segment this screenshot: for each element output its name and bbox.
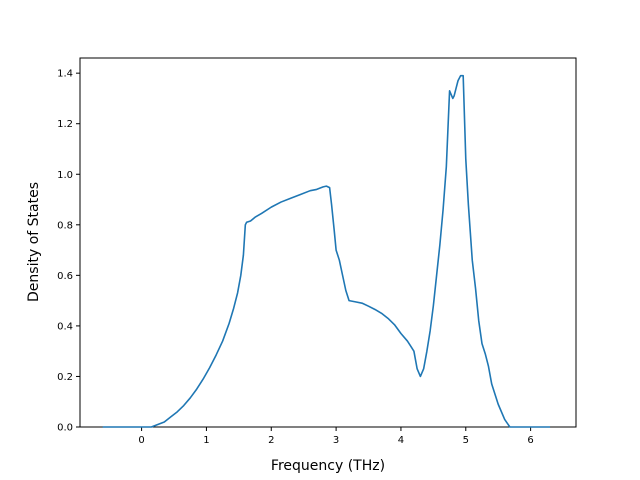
x-tick-label: 6: [527, 435, 533, 446]
x-tick-label: 0: [138, 435, 144, 446]
y-tick-label: 0.8: [57, 220, 73, 231]
y-tick-label: 1.4: [57, 69, 73, 80]
x-tick-label: 1: [203, 435, 209, 446]
x-tick-label: 3: [333, 435, 339, 446]
x-axis-label: Frequency (THz): [271, 458, 385, 474]
y-tick-label: 0.2: [57, 372, 73, 383]
plot-area: [79, 57, 577, 428]
y-tick-label: 0.0: [57, 423, 73, 434]
x-tick-label: 4: [398, 435, 404, 446]
x-axis-ticks: 0 1 2 3 4 5 6: [138, 427, 534, 446]
y-tick-label: 0.6: [57, 271, 73, 282]
y-tick-label: 1.0: [57, 170, 73, 181]
x-tick-label: 2: [268, 435, 274, 446]
series-line-density-of-states: [102, 74, 551, 428]
y-tick-label: 0.4: [57, 321, 73, 332]
x-tick-label: 5: [463, 435, 469, 446]
y-axis-label: Density of States: [26, 182, 42, 302]
y-axis-ticks: 0.0 0.2 0.4 0.6 0.8 1.0 1.2 1.4: [57, 69, 80, 434]
y-tick-label: 1.2: [57, 119, 73, 130]
